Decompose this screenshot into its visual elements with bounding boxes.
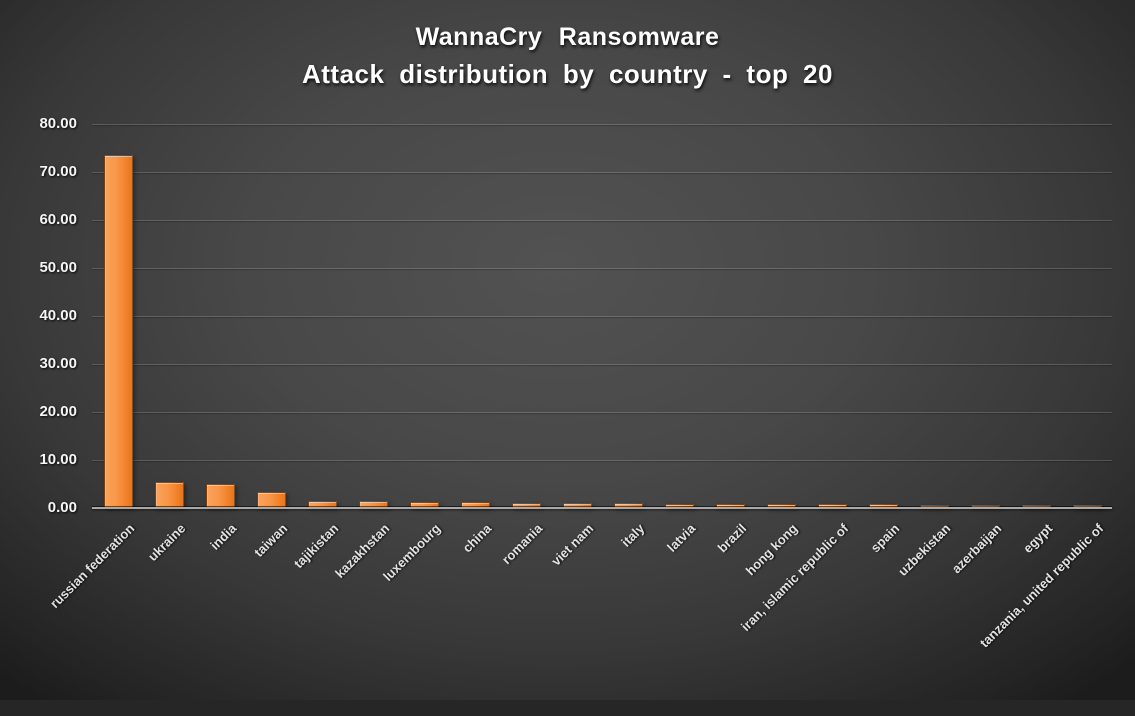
x-tick-label: iran, islamic republic of: [737, 520, 851, 634]
x-tick-label: egypt: [1019, 520, 1055, 556]
x-tick-label: uzbekistan: [894, 520, 953, 579]
y-tick-label: 50.00: [39, 259, 77, 276]
gridline: [92, 460, 1112, 461]
x-tick-label: tajikistan: [290, 520, 341, 572]
bar-brazil: [716, 504, 745, 508]
x-tick-label: taiwan: [250, 520, 290, 560]
bar-india: [206, 484, 235, 508]
y-tick-label: 0.00: [47, 499, 77, 516]
bar-tajikistan: [308, 500, 337, 508]
y-tick-label: 80.00: [39, 115, 77, 132]
x-tick-label: india: [206, 520, 239, 553]
gridline: [92, 316, 1112, 317]
gridline: [92, 172, 1112, 173]
gridline: [92, 220, 1112, 221]
chart-subtitle: Attack distribution by country - top 20: [302, 59, 833, 89]
bar-spain: [869, 504, 898, 508]
y-tick-label: 20.00: [39, 403, 77, 420]
x-tick-label: viet nam: [547, 520, 596, 569]
bar-kazakhstan: [359, 501, 388, 508]
chart-title: WannaCry Ransomware: [415, 23, 720, 51]
bar-hong-kong: [767, 504, 796, 508]
gridline: [92, 364, 1112, 365]
x-tick-label: spain: [867, 520, 902, 556]
x-tick-label: latvia: [663, 520, 698, 555]
bar-ukraine: [155, 481, 184, 508]
y-tick-label: 60.00: [39, 211, 77, 228]
bar-uzbekistan: [920, 504, 949, 508]
bar-azerbaijan: [971, 504, 1000, 508]
y-tick-label: 30.00: [39, 355, 77, 372]
chart-title-block: WannaCry Ransomware Attack distribution …: [0, 20, 1135, 94]
gridline: [92, 268, 1112, 269]
bar-romania: [512, 502, 541, 508]
bar-italy: [614, 503, 643, 508]
bar-russian-federation: [104, 155, 133, 508]
bar-taiwan: [257, 491, 286, 508]
x-tick-label: tanzania, united republic of: [976, 520, 1106, 651]
x-tick-label: romania: [498, 520, 545, 568]
bar-viet-nam: [563, 502, 592, 508]
bar-latvia: [665, 503, 694, 508]
y-tick-label: 70.00: [39, 163, 77, 180]
x-tick-label: china: [459, 520, 494, 556]
x-tick-label: azerbaijan: [948, 520, 1004, 577]
x-tick-label: kazakhstan: [331, 520, 392, 581]
gridline: [92, 412, 1112, 413]
bar-china: [461, 502, 490, 508]
chart-canvas: WannaCry Ransomware Attack distribution …: [0, 0, 1135, 700]
x-axis-line: [92, 507, 1112, 509]
x-tick-label: brazil: [714, 520, 749, 556]
bar-tanzania-united-republic-of: [1073, 504, 1102, 508]
x-tick-label: hong kong: [742, 520, 800, 579]
y-tick-label: 10.00: [39, 451, 77, 468]
plot-area: [92, 124, 1112, 509]
gridline: [92, 124, 1112, 125]
bar-iran-islamic-republic-of: [818, 504, 847, 508]
bar-egypt: [1022, 504, 1051, 508]
y-tick-label: 40.00: [39, 307, 77, 324]
bar-luxembourg: [410, 502, 439, 508]
x-tick-label: italy: [617, 520, 647, 550]
x-tick-label: luxembourg: [379, 520, 443, 584]
